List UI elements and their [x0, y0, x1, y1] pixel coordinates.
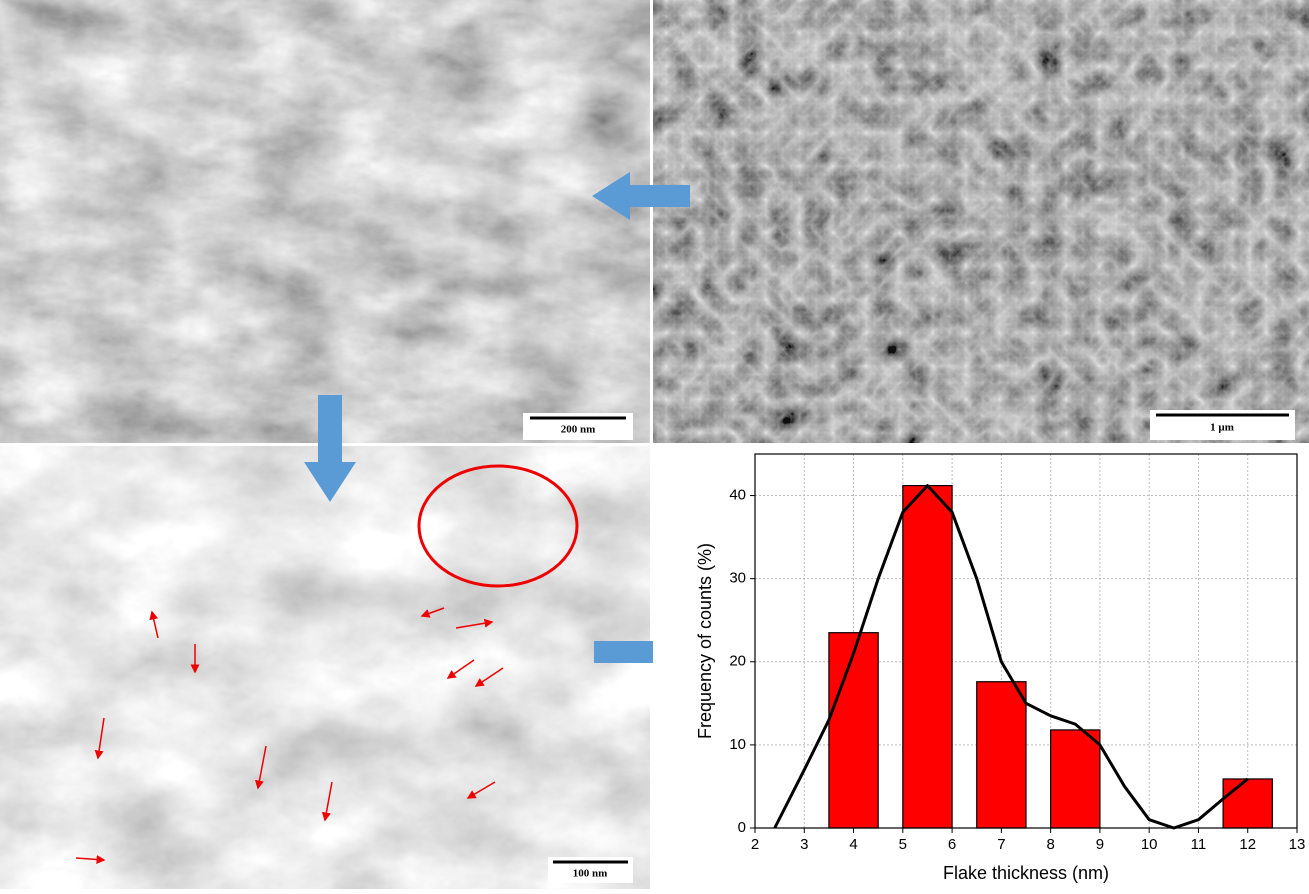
y-tick-label: 0	[738, 819, 746, 836]
scale-label: 200 nm	[561, 424, 596, 436]
y-tick-label: 40	[729, 487, 746, 504]
scale-label: 1 µm	[1210, 422, 1234, 434]
x-tick-label: 12	[1239, 836, 1256, 853]
y-tick-label: 30	[729, 570, 746, 587]
y-tick-label: 20	[729, 653, 746, 670]
bar	[1223, 779, 1272, 828]
x-tick-label: 4	[849, 836, 857, 853]
x-tick-label: 10	[1141, 836, 1158, 853]
x-tick-label: 3	[800, 836, 808, 853]
x-tick-label: 8	[1046, 836, 1054, 853]
bar	[903, 486, 952, 828]
y-axis-label: Frequency of counts (%)	[695, 543, 715, 739]
x-tick-label: 7	[997, 836, 1005, 853]
y-tick-label: 10	[729, 736, 746, 753]
x-tick-label: 9	[1096, 836, 1104, 853]
x-tick-label: 2	[751, 836, 759, 853]
scale-label: 100 nm	[573, 868, 608, 880]
bar	[829, 633, 878, 828]
tem-image	[0, 446, 650, 889]
x-tick-label: 11	[1191, 836, 1207, 853]
bar	[977, 682, 1026, 828]
x-axis-label: Flake thickness (nm)	[943, 863, 1109, 883]
x-tick-label: 13	[1289, 836, 1306, 853]
x-tick-label: 6	[948, 836, 956, 853]
chart: 2 3 4 5 6 7 8 9 10 11 12 13 0 10 20 30 40 Flake thickness…	[653, 446, 1309, 889]
tem-image	[653, 0, 1309, 443]
figure: 200 nm 1 µm 100 nm 2 3 4 5 6 7 8 9 10 11 12 13 0 10 20…	[0, 0, 1309, 889]
bar	[1051, 730, 1100, 828]
tem-image	[0, 0, 650, 443]
x-tick-label: 5	[899, 836, 907, 853]
